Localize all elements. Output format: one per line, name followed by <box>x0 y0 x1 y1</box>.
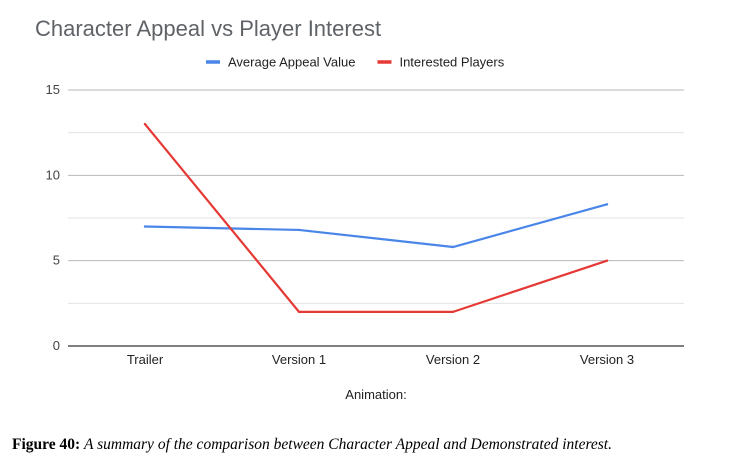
line-chart: Character Appeal vs Player Interest Aver… <box>35 16 684 402</box>
data-point <box>297 310 301 314</box>
x-axis-ticks: Trailer Version 1 Version 2 Version 3 <box>127 352 634 367</box>
y-tick-label: 5 <box>53 253 60 268</box>
chart-title: Character Appeal vs Player Interest <box>35 16 381 41</box>
y-tick-label: 0 <box>53 338 60 353</box>
y-axis-ticks: 0 5 10 15 <box>46 82 60 353</box>
y-tick-label: 10 <box>46 167 60 182</box>
caption-label: Figure 40: <box>12 436 81 453</box>
x-axis-title: Animation: <box>345 387 406 402</box>
data-point <box>451 245 455 249</box>
data-point <box>451 310 455 314</box>
data-point <box>605 203 609 206</box>
series-line-1 <box>143 203 609 249</box>
x-tick-label: Trailer <box>127 352 164 367</box>
data-point <box>143 225 147 228</box>
legend: Average Appeal Value Interested Players <box>206 55 505 70</box>
gridlines <box>68 89 684 347</box>
legend-label: Interested Players <box>399 55 504 70</box>
caption-text: A summary of the comparison between Char… <box>84 436 612 453</box>
x-tick-label: Version 3 <box>580 352 634 367</box>
legend-label: Average Appeal Value <box>228 55 355 70</box>
data-point <box>297 228 301 232</box>
data-point <box>605 259 609 262</box>
x-tick-label: Version 1 <box>272 352 326 367</box>
y-tick-label: 15 <box>46 82 60 97</box>
x-tick-label: Version 2 <box>426 352 480 367</box>
chart: Character Appeal vs Player Interest Aver… <box>35 16 684 402</box>
series-line-2 <box>143 123 609 313</box>
data-point <box>143 122 147 126</box>
series-group <box>143 122 609 314</box>
figure-caption: Figure 40: A summary of the comparison b… <box>12 436 732 454</box>
